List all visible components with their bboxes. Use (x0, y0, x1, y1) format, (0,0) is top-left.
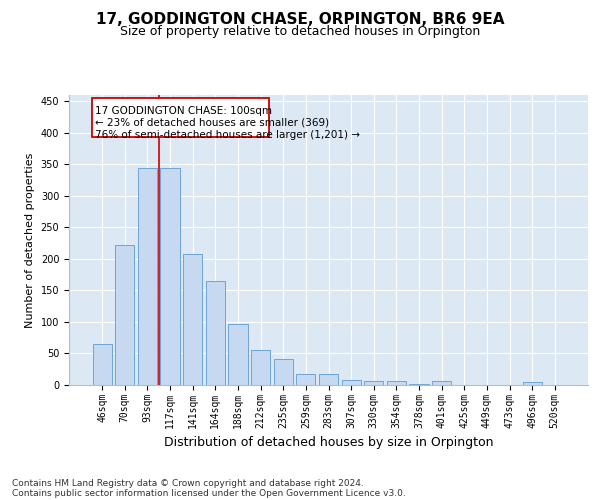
Bar (523, 382, 542, 385)
Bar (296, 374, 316, 385)
Bar (319, 374, 338, 385)
Bar (432, 381, 451, 385)
Text: Size of property relative to detached houses in Orpington: Size of property relative to detached ho… (120, 25, 480, 38)
Bar (409, 384, 428, 385)
Text: ← 23% of detached houses are smaller (369): ← 23% of detached houses are smaller (36… (95, 118, 329, 128)
Bar (160, 168, 180, 385)
FancyBboxPatch shape (92, 98, 269, 137)
Bar (387, 380, 406, 385)
Text: 17 GODDINGTON CHASE: 100sqm: 17 GODDINGTON CHASE: 100sqm (95, 106, 272, 116)
X-axis label: Distribution of detached houses by size in Orpington: Distribution of detached houses by size … (164, 436, 493, 449)
Bar (138, 168, 157, 385)
Bar (92, 344, 112, 385)
Bar (341, 380, 361, 385)
Text: 17, GODDINGTON CHASE, ORPINGTON, BR6 9EA: 17, GODDINGTON CHASE, ORPINGTON, BR6 9EA (96, 12, 504, 28)
Text: Contains public sector information licensed under the Open Government Licence v3: Contains public sector information licen… (12, 488, 406, 498)
Bar (206, 281, 225, 385)
Bar (274, 359, 293, 385)
Bar (115, 245, 134, 385)
Bar (183, 254, 202, 385)
Text: Contains HM Land Registry data © Crown copyright and database right 2024.: Contains HM Land Registry data © Crown c… (12, 478, 364, 488)
Text: 76% of semi-detached houses are larger (1,201) →: 76% of semi-detached houses are larger (… (95, 130, 361, 140)
Y-axis label: Number of detached properties: Number of detached properties (25, 152, 35, 328)
Bar (251, 350, 270, 385)
Bar (229, 324, 248, 385)
Bar (364, 381, 383, 385)
